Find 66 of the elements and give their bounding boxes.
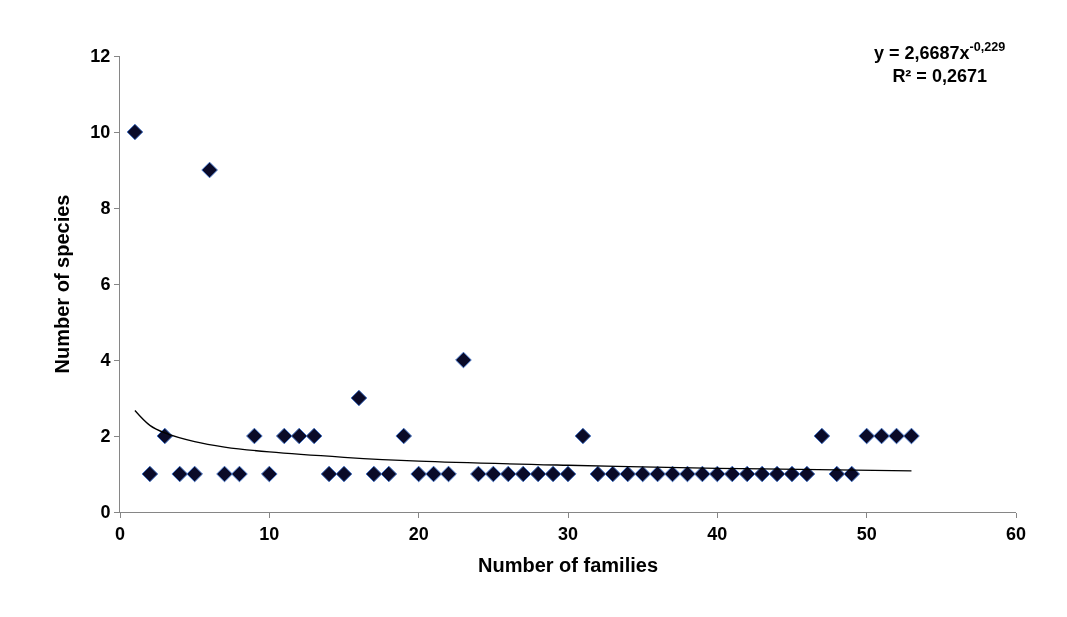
point	[231, 465, 248, 483]
x-tick-label: 30	[557, 523, 579, 544]
point	[634, 465, 651, 483]
point	[589, 465, 607, 483]
annotation: R² = 0,2671	[892, 65, 987, 86]
point	[873, 427, 890, 445]
point	[694, 465, 711, 483]
y-tick-label: 6	[100, 274, 111, 295]
x-tick-label: 60	[1005, 523, 1027, 544]
x-tick-label: 40	[707, 523, 728, 544]
point	[514, 465, 532, 483]
point	[126, 123, 144, 141]
point	[858, 427, 875, 445]
point	[186, 465, 203, 483]
point	[440, 465, 457, 483]
point	[903, 427, 920, 445]
point	[664, 465, 681, 483]
y-axis-title: Number of species	[50, 194, 73, 374]
x-tick-label: 20	[408, 523, 429, 544]
point	[604, 465, 622, 483]
point	[738, 465, 756, 483]
point	[574, 427, 592, 445]
y-tick-label: 2	[100, 426, 111, 447]
point	[649, 465, 666, 483]
point	[305, 427, 323, 445]
point	[246, 427, 263, 445]
point	[350, 389, 368, 407]
point	[290, 427, 308, 445]
x-axis-title: Number of families	[477, 554, 659, 577]
point	[201, 161, 218, 179]
y-tick-label: 4	[100, 350, 111, 371]
point	[410, 465, 427, 483]
point	[335, 465, 353, 483]
point	[619, 465, 637, 483]
annotation: y = 2,6687x$^{-0,229}$	[874, 40, 1006, 63]
point	[395, 427, 413, 445]
y-tick-label: 12	[90, 46, 111, 67]
point	[888, 427, 905, 445]
point	[425, 465, 442, 483]
x-tick-label: 10	[259, 523, 280, 544]
point	[470, 465, 487, 483]
point	[380, 465, 398, 483]
point	[559, 465, 577, 483]
point	[261, 465, 278, 483]
point	[499, 465, 517, 483]
point	[171, 465, 189, 483]
point	[813, 427, 831, 445]
point	[141, 465, 159, 483]
point	[798, 465, 816, 483]
y-tick-label: 10	[90, 122, 111, 143]
point	[216, 465, 233, 483]
point	[723, 465, 741, 483]
point	[365, 465, 383, 483]
point	[485, 465, 502, 483]
point	[455, 351, 472, 369]
point	[275, 427, 293, 445]
y-tick-label: 8	[100, 198, 111, 219]
point	[320, 465, 338, 483]
point	[544, 465, 562, 483]
point	[783, 465, 801, 483]
point	[709, 465, 726, 483]
point	[529, 465, 547, 483]
y-tick-label: 0	[100, 502, 111, 523]
point	[679, 465, 696, 483]
x-tick-label: 0	[114, 523, 126, 544]
x-tick-label: 50	[856, 523, 877, 544]
